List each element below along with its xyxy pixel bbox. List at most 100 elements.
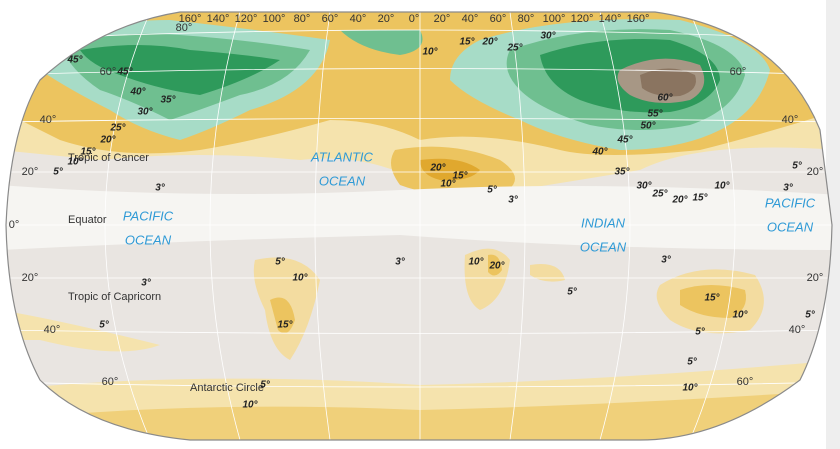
contour-label: 3°	[155, 183, 166, 194]
ocean-label: PACIFIC	[123, 208, 174, 223]
contour-label: 35°	[160, 95, 176, 106]
contour-label: 20°	[429, 163, 446, 174]
line-label: Equator	[68, 214, 107, 226]
latitude-label: 60°	[737, 376, 754, 388]
contour-label: 3°	[661, 255, 672, 266]
contour-label: 5°	[275, 257, 286, 268]
contour-label: 10°	[682, 383, 698, 394]
longitude-label: 100°	[543, 13, 566, 25]
contour-label: 40°	[591, 147, 608, 158]
longitude-label: 0°	[409, 13, 420, 25]
contour-label: 10°	[468, 257, 484, 268]
longitude-label: 160°	[627, 13, 650, 25]
latitude-label: 80°	[176, 22, 193, 34]
contour-label: 5°	[260, 380, 271, 391]
contour-label: 5°	[695, 327, 706, 338]
contour-label: 30°	[137, 107, 153, 118]
contour-label: 15°	[80, 147, 96, 158]
longitude-label: 140°	[599, 13, 622, 25]
line-label: Tropic of Capricorn	[68, 291, 161, 303]
latitude-label: 20°	[22, 272, 39, 284]
contour-label: 3°	[508, 195, 519, 206]
contour-label: 3°	[395, 257, 406, 268]
contour-label: 15°	[692, 193, 708, 204]
longitude-label: 160°	[179, 13, 202, 25]
longitude-label: 100°	[263, 13, 286, 25]
line-label: Tropic of Cancer	[68, 152, 149, 164]
ocean-label: ATLANTIC	[310, 149, 373, 164]
latitude-label: 40°	[40, 114, 57, 126]
contour-label: 45°	[616, 135, 633, 146]
contour-label: 45°	[116, 67, 133, 78]
contour-label: 3°	[783, 183, 794, 194]
map-outline	[5, 11, 833, 441]
contour-label: 10°	[67, 157, 83, 168]
contour-label: 25°	[506, 43, 523, 54]
contour-label: 20°	[671, 195, 688, 206]
ocean-label: PACIFIC	[765, 195, 816, 210]
labels: 160° 140° 120° 100° 80° 60° 40° 20° 0° 20° 40° 60° 8…	[9, 13, 824, 411]
contour-label: 15°	[277, 320, 293, 331]
longitude-label: 120°	[571, 13, 594, 25]
contour-label: 30°	[540, 31, 556, 42]
ocean-label: OCEAN	[125, 232, 172, 247]
longitude-label: 80°	[518, 13, 535, 25]
contour-label: 25°	[651, 189, 668, 200]
contour-label: 10°	[440, 179, 456, 190]
contour-label: 30°	[636, 181, 652, 192]
contour-label: 5°	[792, 161, 803, 172]
contour-label: 5°	[805, 310, 816, 321]
contour-label: 45°	[66, 55, 83, 66]
contour-label: 5°	[567, 287, 578, 298]
latitude-label: 60°	[100, 66, 117, 78]
contour-label: 35°	[614, 167, 630, 178]
ocean-label: OCEAN	[767, 219, 814, 234]
contour-label: 20°	[99, 135, 116, 146]
latitude-label: 40°	[44, 324, 61, 336]
longitude-label: 40°	[350, 13, 367, 25]
longitude-label: 20°	[434, 13, 451, 25]
contour-label: 10°	[714, 181, 730, 192]
longitude-label: 60°	[490, 13, 507, 25]
latitude-label: 40°	[782, 114, 799, 126]
contour-label: 15°	[452, 171, 468, 182]
longitude-label: 140°	[207, 13, 230, 25]
longitude-label: 60°	[322, 13, 339, 25]
line-label: Antarctic Circle	[190, 382, 264, 394]
longitude-label: 80°	[294, 13, 311, 25]
contour-label: 10°	[292, 273, 308, 284]
contour-label: 15°	[704, 293, 720, 304]
edge-strip	[826, 0, 840, 449]
latitude-label: 60°	[102, 376, 119, 388]
latitude-label: 0°	[9, 219, 20, 231]
contour-label: 20°	[488, 261, 505, 272]
contour-label: 5°	[487, 185, 498, 196]
contour-label: 10°	[422, 47, 438, 58]
latitude-label: 40°	[789, 324, 806, 336]
ocean-label: INDIAN	[581, 215, 626, 230]
contour-label: 20°	[481, 37, 498, 48]
latitude-label: 60°	[730, 66, 747, 78]
contour-label: 10°	[732, 310, 748, 321]
ocean-label: OCEAN	[580, 239, 627, 254]
longitude-label: 40°	[462, 13, 479, 25]
contour-label: 25°	[109, 123, 126, 134]
longitude-label: 20°	[378, 13, 395, 25]
longitude-label: 120°	[235, 13, 258, 25]
contour-label: 55°	[647, 109, 663, 120]
contour-label: 3°	[141, 278, 152, 289]
contour-label: 60°	[657, 93, 673, 104]
contour-label: 5°	[687, 357, 698, 368]
latitude-label: 20°	[807, 272, 824, 284]
contour-label: 10°	[242, 400, 258, 411]
graticule-lines	[6, 12, 832, 440]
contour-label: 5°	[53, 167, 64, 178]
ocean-label: OCEAN	[319, 173, 366, 188]
contour-label: 15°	[459, 37, 475, 48]
contour-label: 40°	[129, 87, 146, 98]
contour-label: 5°	[99, 320, 110, 331]
contour-label: 50°	[640, 121, 656, 132]
latitude-label: 20°	[807, 166, 824, 178]
